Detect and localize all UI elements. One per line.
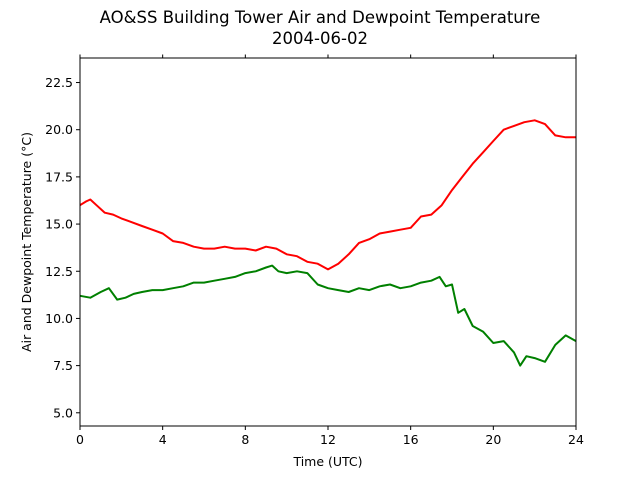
y-tick-label: 10.0 <box>45 311 73 326</box>
x-axis-label: Time (UTC) <box>292 454 362 469</box>
x-tick-label: 0 <box>76 432 84 447</box>
chart-title: AO&SS Building Tower Air and Dewpoint Te… <box>99 8 541 27</box>
y-tick-label: 22.5 <box>45 75 73 90</box>
x-tick-label: 20 <box>485 432 501 447</box>
ticks-layer: 0 4 8 12 16 20 24 5.0 7.5 10.0 12.5 15.0 17.5 20.0 22.… <box>45 54 584 447</box>
plot-frame <box>79 57 577 427</box>
x-tick-label: 12 <box>320 432 336 447</box>
x-tick-label: 8 <box>241 432 249 447</box>
series-line-1 <box>79 119 576 271</box>
y-tick-label: 20.0 <box>45 122 73 137</box>
y-tick-label: 17.5 <box>45 169 73 184</box>
y-axis-label: Air and Dewpoint Temperature (°C) <box>19 132 34 352</box>
y-tick-label: 15.0 <box>45 217 73 232</box>
y-tick-label: 12.5 <box>45 264 73 279</box>
y-tick-label: 7.5 <box>53 358 73 373</box>
y-tick-label: 5.0 <box>53 405 73 420</box>
series-layer <box>79 119 577 367</box>
x-tick-label: 4 <box>159 432 167 447</box>
x-tick-label: 16 <box>403 432 419 447</box>
series-line-2 <box>79 264 577 367</box>
chart-subtitle: 2004-06-02 <box>272 29 368 48</box>
x-tick-label: 24 <box>568 432 584 447</box>
